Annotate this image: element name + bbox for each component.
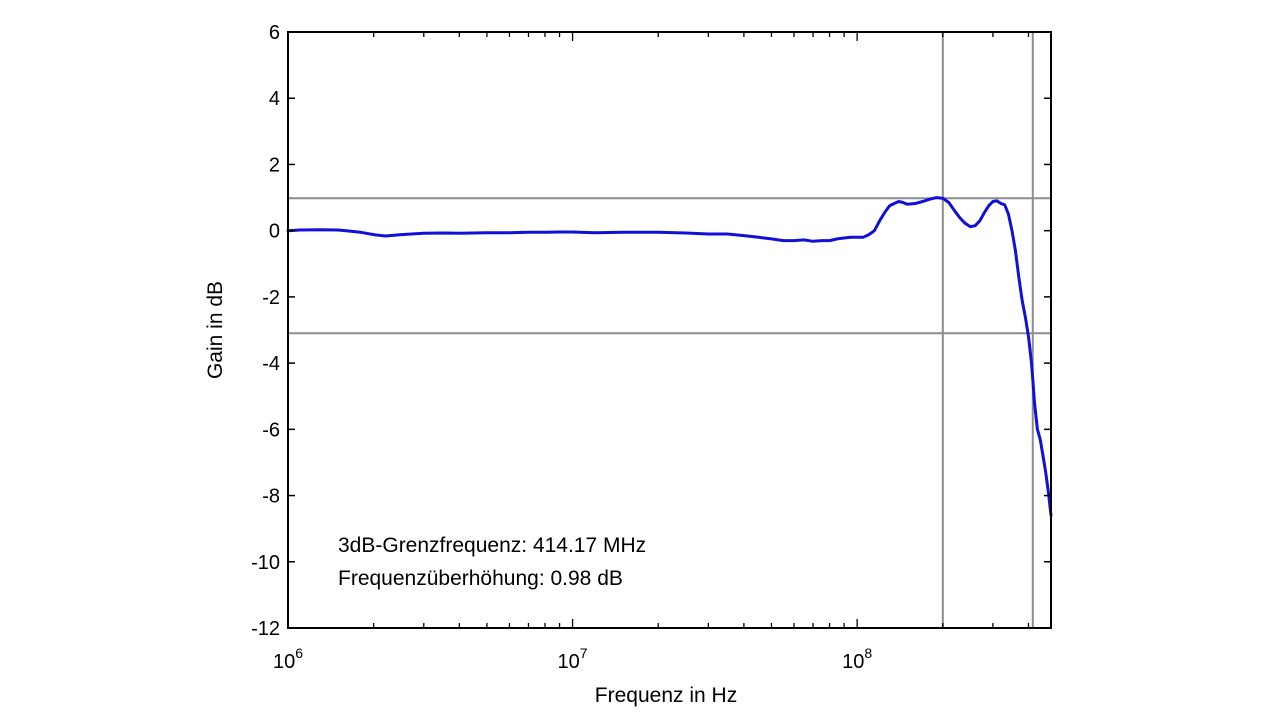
- x-tick-label: 108: [842, 645, 872, 673]
- y-tick-label: -12: [251, 618, 280, 640]
- x-tick-label: 107: [558, 645, 588, 673]
- y-tick-label: -8: [262, 486, 280, 508]
- cutoff-frequency-annotation: 3dB-Grenzfrequenz: 414.17 MHz: [338, 534, 646, 557]
- y-tick-label: 4: [269, 88, 280, 110]
- reference-lines: [288, 32, 1051, 628]
- x-tick-labels: 106 107 108: [273, 645, 872, 673]
- x-axis-label: Frequenz in Hz: [595, 684, 737, 707]
- y-tick-label: -2: [262, 287, 280, 309]
- plot-frame: [287, 31, 1052, 629]
- y-tick-labels: 6 4 2 0 -2 -4 -6 -8 -10 -12: [251, 22, 280, 640]
- y-axis-label: Gain in dB: [204, 281, 227, 379]
- peaking-annotation: Frequenzüberhöhung: 0.98 dB: [338, 567, 623, 590]
- x-tick-marks: [287, 32, 1030, 628]
- y-tick-label: -6: [262, 419, 280, 441]
- y-tick-label: 0: [269, 221, 280, 243]
- y-tick-marks: [288, 31, 1051, 629]
- y-tick-label: 6: [269, 22, 280, 44]
- data-series: [286, 196, 1053, 517]
- y-tick-label: -4: [262, 353, 280, 375]
- y-tick-label: -10: [251, 552, 280, 574]
- y-tick-label: 2: [269, 154, 280, 176]
- series-line-0: [286, 196, 1053, 517]
- x-tick-label: 106: [273, 645, 303, 673]
